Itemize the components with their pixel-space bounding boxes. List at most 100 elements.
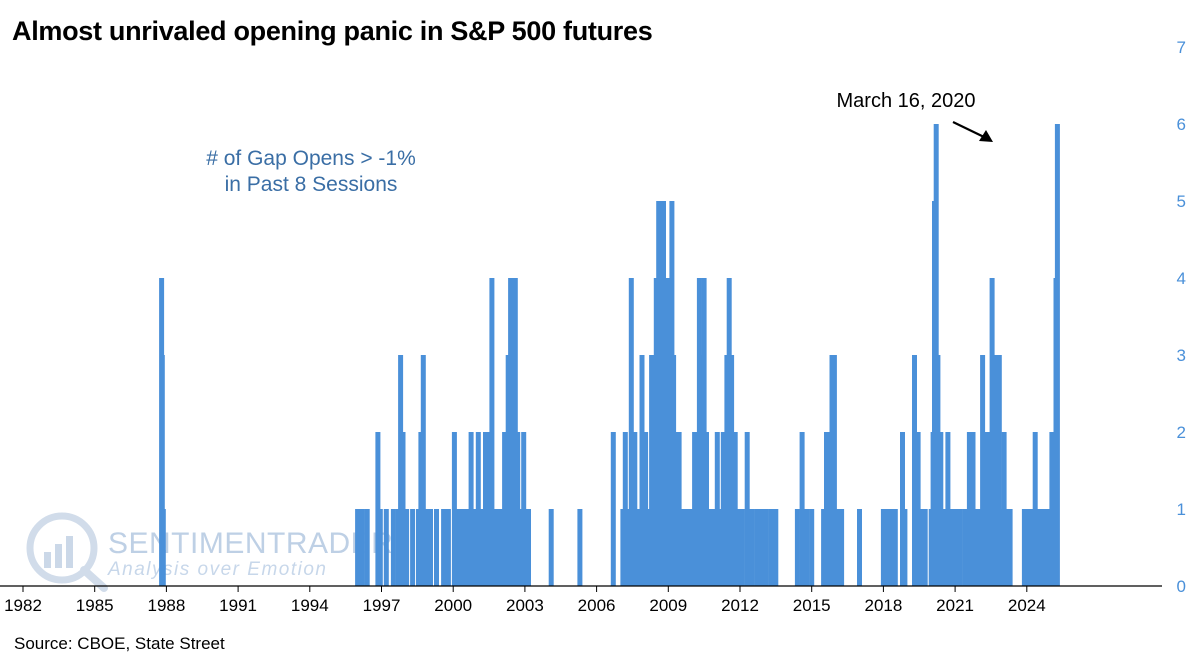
bar [744, 432, 750, 586]
x-axis-ticks: 1982 1985 1988 1991 1994 1997 2000 2003 2006 2009… [4, 586, 1046, 615]
bar [826, 432, 832, 586]
bar [468, 432, 474, 586]
chart-title: Almost unrivaled opening panic in S&P 50… [12, 16, 653, 46]
bar [957, 509, 963, 586]
y-axis-ticks: 0 1 2 3 4 5 6 7 [1177, 38, 1186, 596]
bar [159, 355, 165, 586]
bar [377, 509, 383, 586]
bar [938, 432, 944, 586]
bar [754, 509, 760, 586]
logo-bar-icon [44, 552, 51, 568]
bar [434, 509, 439, 586]
bar [835, 509, 841, 586]
bar [428, 509, 433, 586]
bar [736, 509, 742, 586]
bar [1025, 509, 1031, 586]
y-tick-label: 2 [1177, 423, 1186, 442]
bar [577, 509, 583, 586]
bar [962, 509, 968, 586]
bar [390, 509, 396, 586]
source-note: Source: CBOE, State Street [14, 634, 225, 653]
bar [922, 509, 928, 586]
bar [160, 509, 166, 586]
bar [460, 509, 466, 586]
x-tick-label: 1991 [219, 596, 257, 615]
bar [857, 509, 862, 586]
x-tick-label: 2018 [864, 596, 902, 615]
bar [676, 432, 682, 586]
logo-handle-icon [80, 566, 108, 592]
bar [1035, 509, 1041, 586]
watermark-tagline: Analysis over Emotion [107, 559, 327, 580]
bar [970, 432, 976, 586]
bar [404, 509, 410, 586]
bar [628, 278, 634, 586]
bar [635, 509, 641, 586]
x-tick-label: 1988 [147, 596, 185, 615]
bar [451, 432, 457, 586]
bar [489, 278, 495, 586]
bar [475, 432, 481, 586]
bar [711, 509, 717, 586]
bar [465, 509, 470, 586]
x-tick-label: 2000 [434, 596, 472, 615]
series-label-line-2: in Past 8 Sessions [225, 173, 398, 196]
y-tick-label: 7 [1177, 38, 1186, 57]
bar [410, 509, 416, 586]
bar [804, 509, 810, 586]
x-tick-label: 1982 [4, 596, 42, 615]
arrowhead-icon [979, 130, 993, 142]
bar [996, 355, 1002, 586]
bar [498, 509, 504, 586]
bar [949, 509, 954, 586]
bar [1007, 509, 1013, 586]
bar [966, 432, 972, 586]
bar [915, 432, 921, 586]
bar [518, 509, 524, 586]
bar [643, 432, 649, 586]
bar [680, 509, 686, 586]
bar [809, 509, 815, 586]
bar [839, 509, 845, 586]
bar [880, 509, 886, 586]
bar [941, 509, 947, 586]
bar [759, 509, 764, 586]
bar [441, 509, 447, 586]
bar [483, 432, 488, 586]
bar [1038, 509, 1044, 586]
x-tick-label: 2012 [721, 596, 759, 615]
bar [502, 432, 508, 586]
y-tick-label: 0 [1177, 577, 1186, 596]
y-tick-label: 6 [1177, 115, 1186, 134]
bar [639, 355, 645, 586]
bar [625, 509, 631, 586]
bar [688, 509, 694, 586]
y-tick-label: 4 [1177, 269, 1186, 288]
bar [486, 432, 492, 586]
bar [912, 355, 917, 586]
bar [445, 509, 451, 586]
x-tick-label: 1997 [363, 596, 401, 615]
bar [892, 509, 898, 586]
bar [799, 432, 805, 586]
x-tick-label: 2009 [649, 596, 687, 615]
x-tick-label: 2006 [578, 596, 616, 615]
annotation-arrow [952, 121, 985, 138]
logo-bar-icon [66, 536, 73, 568]
bar [768, 509, 774, 586]
bar [515, 432, 521, 586]
y-tick-label: 3 [1177, 346, 1186, 365]
y-tick-label: 5 [1177, 192, 1186, 211]
bar [902, 509, 908, 586]
bar [364, 509, 370, 586]
bar [359, 509, 365, 586]
x-tick-label: 2021 [936, 596, 974, 615]
bar [794, 509, 800, 586]
bar [632, 432, 638, 586]
bar [704, 432, 709, 586]
bar [491, 509, 497, 586]
bar [831, 355, 837, 586]
bar [732, 432, 738, 586]
bar [729, 355, 735, 586]
